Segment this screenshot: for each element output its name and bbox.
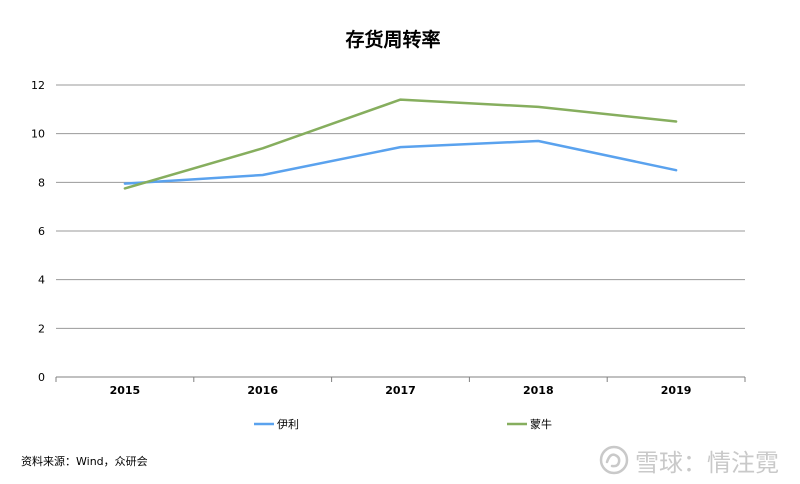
source-note: 资料来源：Wind，众研会 — [21, 455, 148, 468]
y-tick-label: 12 — [31, 79, 45, 92]
legend: 伊利 蒙牛 — [254, 417, 552, 431]
x-tick-label: 2015 — [110, 384, 141, 397]
x-tick-label: 2019 — [661, 384, 692, 397]
grid — [56, 84, 745, 378]
y-tick-label: 4 — [38, 274, 45, 287]
series-line-1 — [123, 98, 678, 190]
x-axis: 2015 2016 2017 2018 2019 — [55, 377, 746, 397]
plot-area — [123, 98, 678, 190]
watermark: 雪球：情注霓 — [599, 443, 779, 477]
x-tick-label: 2017 — [385, 384, 416, 397]
legend-label: 伊利 — [277, 418, 299, 431]
y-axis: 0 2 4 6 8 10 12 — [31, 79, 45, 384]
series-line-0 — [123, 139, 678, 185]
legend-label: 蒙牛 — [530, 417, 552, 431]
y-tick-label: 6 — [38, 225, 45, 238]
snowball-logo-icon — [599, 445, 629, 475]
chart-title: 存货周转率 — [345, 28, 440, 51]
y-tick-label: 0 — [38, 371, 45, 384]
y-tick-label: 10 — [31, 128, 45, 141]
x-tick-label: 2018 — [523, 384, 554, 397]
y-tick-label: 2 — [38, 322, 45, 335]
y-tick-label: 8 — [38, 176, 45, 189]
x-tick-label: 2016 — [247, 384, 278, 397]
watermark-text: 雪球：情注霓 — [635, 448, 779, 477]
